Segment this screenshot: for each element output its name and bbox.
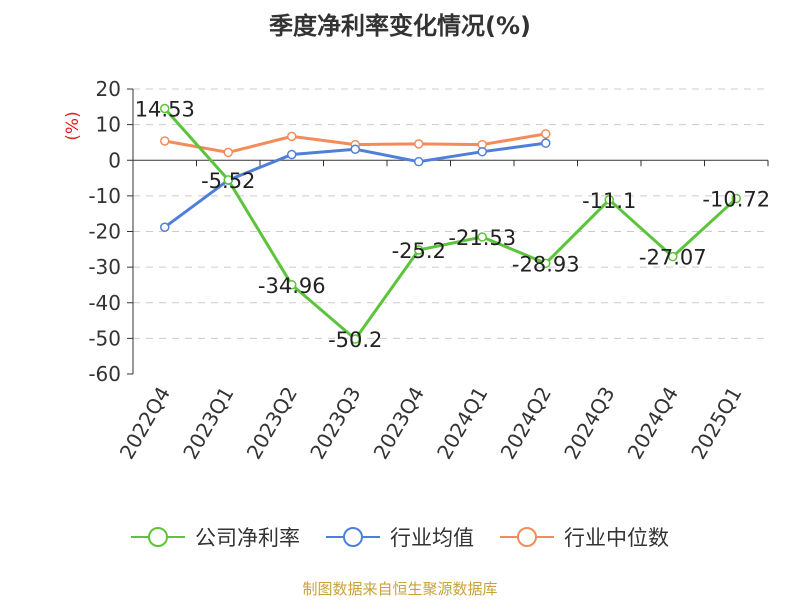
- data-label: -50.2: [328, 328, 382, 352]
- data-point-industry_median: [541, 129, 551, 139]
- x-tick-label: 2024Q2: [496, 383, 556, 464]
- x-tick-label: 2024Q3: [559, 383, 619, 464]
- data-point-industry_median: [287, 131, 297, 142]
- legend-label-industry-median: 行业中位数: [564, 526, 669, 550]
- legend-marker-company: [131, 527, 185, 547]
- legend-item-industry-median[interactable]: 行业中位数: [500, 522, 669, 552]
- data-point-company: [160, 103, 170, 114]
- data-point-company: [541, 258, 551, 269]
- legend-label-industry-avg: 行业均值: [390, 526, 474, 550]
- y-tick-label: -40: [88, 291, 121, 315]
- data-point-industry_median: [414, 139, 424, 149]
- data-point-industry_median: [223, 147, 233, 158]
- data-point-company: [223, 175, 233, 185]
- legend-item-company[interactable]: 公司净利率: [131, 522, 300, 552]
- chart-title: 季度净利率变化情况(%): [269, 12, 531, 40]
- x-tick-label: 2025Q1: [686, 383, 746, 464]
- data-point-industry_avg: [160, 222, 170, 232]
- data-label: 14.53: [135, 97, 195, 121]
- data-point-industry_avg: [541, 138, 551, 148]
- data-point-company: [604, 195, 614, 205]
- data-label: -21.53: [448, 226, 516, 250]
- x-tick-label: 2024Q1: [432, 383, 492, 464]
- y-axis-label: (%): [63, 111, 83, 140]
- y-tick-label: -10: [88, 184, 121, 208]
- x-tick-label: 2023Q4: [369, 383, 429, 464]
- series-line-company: [163, 107, 738, 341]
- legend-label-company: 公司净利率: [195, 526, 300, 550]
- data-label: -34.96: [258, 274, 326, 298]
- data-label: -27.07: [639, 246, 707, 270]
- data-label: -10.72: [702, 187, 770, 211]
- x-tick-label: 2022Q4: [115, 383, 175, 464]
- data-point-company: [477, 232, 487, 242]
- x-tick-label: 2023Q1: [178, 383, 238, 464]
- legend-marker-industry-median: [500, 527, 554, 547]
- legend: 公司净利率 行业均值 行业中位数: [0, 520, 800, 554]
- data-point-industry_avg: [414, 156, 424, 167]
- legend-item-industry-avg[interactable]: 行业均值: [326, 522, 474, 552]
- data-label: -5.52: [201, 169, 255, 193]
- data-point-company: [414, 245, 424, 255]
- y-tick-label: -30: [88, 255, 121, 279]
- x-tick-label: 2023Q3: [305, 383, 365, 464]
- data-point-industry_avg: [477, 146, 487, 157]
- y-tick-label: 0: [108, 148, 121, 172]
- y-tick-label: -20: [88, 220, 121, 244]
- source-note: 制图数据来自恒生聚源数据库: [302, 580, 498, 598]
- data-point-company: [668, 251, 678, 262]
- x-tick-label: 2023Q2: [242, 383, 302, 464]
- data-point-industry_avg: [287, 149, 297, 160]
- data-label: -11.1: [582, 189, 636, 213]
- y-tick-label: 20: [96, 77, 121, 101]
- data-point-company: [287, 280, 297, 290]
- y-tick-label: -60: [88, 362, 121, 386]
- legend-marker-industry-avg: [326, 527, 380, 547]
- data-point-company: [350, 334, 360, 344]
- data-label: -28.93: [512, 252, 580, 276]
- data-point-industry_avg: [350, 144, 360, 154]
- data-point-industry_median: [160, 136, 170, 146]
- y-tick-label: 10: [96, 113, 121, 137]
- data-label: -25.2: [392, 239, 446, 263]
- y-tick-label: -50: [88, 326, 121, 350]
- data-point-company: [731, 193, 741, 204]
- x-tick-label: 2024Q4: [623, 383, 683, 464]
